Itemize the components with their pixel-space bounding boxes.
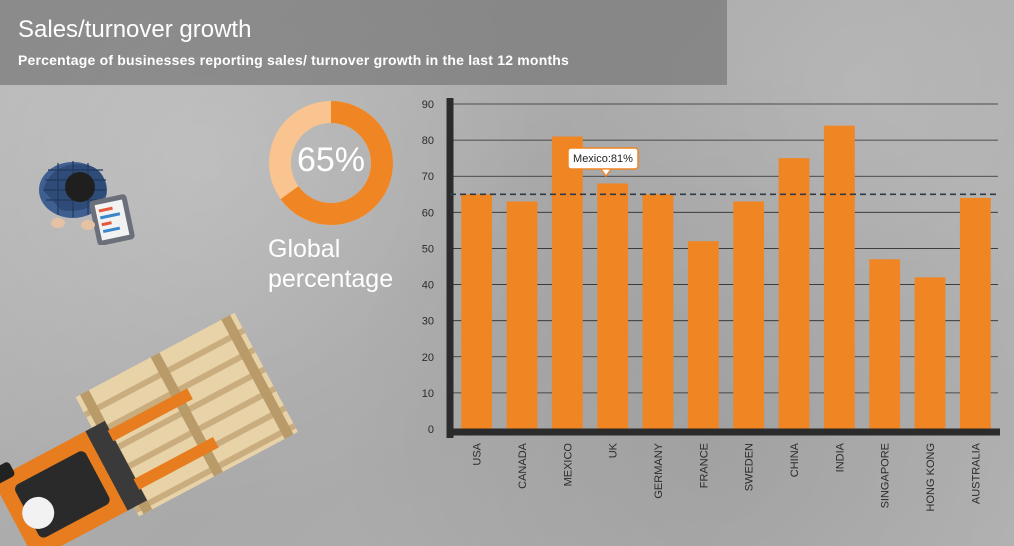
- x-tick-label: MEXICO: [562, 443, 574, 487]
- x-tick-label: SWEDEN: [744, 443, 756, 491]
- bar-australia[interactable]: [959, 197, 991, 429]
- x-tick-label: USA: [472, 442, 484, 465]
- page-title: Sales/turnover growth: [18, 16, 252, 43]
- grid-lines: [450, 103, 998, 394]
- bar-germany[interactable]: [642, 194, 674, 429]
- y-tick-label: 80: [422, 135, 434, 147]
- global-percentage-value: 65%: [296, 141, 366, 179]
- bar-uk[interactable]: [597, 183, 629, 429]
- bar-france[interactable]: [687, 241, 719, 429]
- bar-sweden[interactable]: [733, 201, 765, 430]
- tooltip-pointer: [599, 168, 613, 178]
- global-percentage-caption: Global percentage: [268, 234, 418, 294]
- bar-mexico[interactable]: [551, 136, 583, 430]
- mexico-tooltip: Mexico:81%: [567, 147, 639, 178]
- caption-line-1: Global: [268, 235, 341, 263]
- y-tick-label: 20: [422, 352, 434, 364]
- page-subtitle: Percentage of businesses reporting sales…: [18, 52, 570, 68]
- y-tick-label: 50: [422, 243, 434, 255]
- person-with-tablet-illustration: [39, 161, 135, 245]
- bar-china[interactable]: [778, 158, 810, 429]
- x-axis-labels: USA CANADA MEXICO UK GERMANY FRANCE SWEDEN CHIN…: [472, 442, 983, 511]
- x-tick-label: CHINA: [789, 442, 801, 477]
- forklift-pallet-illustration: [0, 312, 298, 546]
- x-tick-label: FRANCE: [698, 443, 710, 488]
- x-tick-label: INDIA: [834, 442, 846, 472]
- bar-canada[interactable]: [506, 201, 538, 430]
- donut-value-arc: [269, 101, 393, 225]
- sales-growth-bar-chart: 0 10 20 30 40 50 60 70 80 90 USA CANADA MEXICO UK GER…: [422, 98, 1000, 511]
- bars: [461, 125, 991, 430]
- y-tick-label: 10: [422, 388, 434, 400]
- y-tick-label: 30: [422, 316, 434, 328]
- tooltip-text: Mexico:81%: [573, 153, 633, 165]
- x-tick-label: GERMANY: [653, 442, 665, 498]
- y-tick-label: 40: [422, 280, 434, 292]
- y-tick-label: 90: [422, 99, 434, 111]
- x-tick-label: CANADA: [517, 442, 529, 489]
- x-tick-label: HONG KONG: [925, 443, 937, 511]
- y-tick-label: 70: [422, 171, 434, 183]
- y-axis-ticks: 0 10 20 30 40 50 60 70 80 90: [422, 99, 434, 436]
- y-tick-label: 0: [428, 424, 434, 436]
- bar-usa[interactable]: [461, 194, 493, 429]
- global-percentage-donut: [269, 101, 393, 225]
- x-tick-label: AUSTRALIA: [970, 442, 982, 504]
- caption-line-2: percentage: [268, 265, 394, 293]
- y-tick-label: 60: [422, 207, 434, 219]
- bar-hong-kong[interactable]: [914, 277, 946, 429]
- bar-india[interactable]: [823, 125, 855, 430]
- header-banner: Sales/turnover growth Percentage of busi…: [0, 0, 727, 85]
- bar-singapore[interactable]: [869, 259, 901, 429]
- x-tick-label: UK: [608, 442, 620, 458]
- x-tick-label: SINGAPORE: [880, 443, 892, 508]
